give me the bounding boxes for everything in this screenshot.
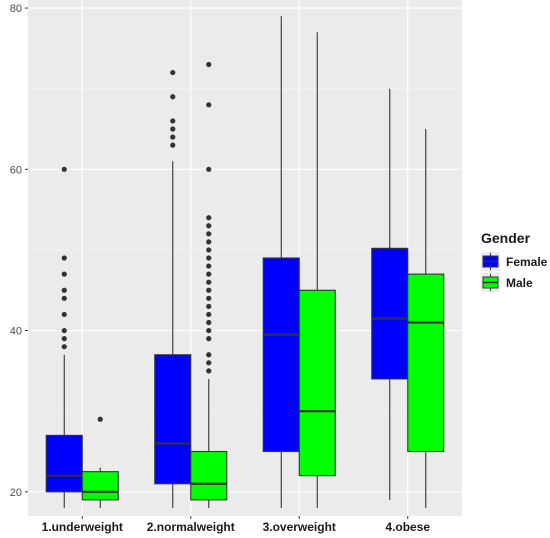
- outlier-point: [206, 352, 212, 358]
- outlier-point: [206, 271, 212, 277]
- iqr-box: [298, 289, 336, 477]
- outlier-point: [61, 344, 67, 350]
- box-female-2-normalweight: [154, 69, 192, 508]
- legend-label: Female: [506, 255, 548, 269]
- outlier-point: [61, 336, 67, 342]
- outlier-point: [61, 311, 67, 318]
- outlier-point: [170, 126, 176, 132]
- outlier-point: [61, 327, 67, 334]
- legend-item-female: Female: [481, 252, 548, 271]
- outlier-point: [61, 271, 67, 277]
- x-tick-label-2-normalweight: 2.normalweight: [147, 520, 235, 534]
- outlier-point: [206, 239, 212, 245]
- outlier-point: [206, 102, 212, 108]
- iqr-box: [262, 257, 300, 453]
- iqr-box: [154, 354, 192, 485]
- x-tick-label-1-underweight: 1.underweight: [42, 520, 123, 534]
- y-tick-label: 20: [10, 487, 22, 499]
- y-tick-label: 80: [10, 3, 22, 15]
- outlier-point: [61, 166, 67, 172]
- outlier-point: [170, 142, 176, 148]
- outlier-point: [206, 255, 212, 261]
- outlier-point: [206, 336, 212, 342]
- outlier-point: [206, 360, 212, 366]
- y-tick-label: 40: [10, 326, 22, 338]
- outlier-point: [206, 327, 212, 334]
- iqr-box: [45, 434, 83, 493]
- iqr-box: [407, 273, 445, 453]
- iqr-box: [371, 247, 409, 380]
- outlier-point: [206, 215, 212, 221]
- outlier-point: [61, 255, 67, 261]
- iqr-box: [190, 450, 228, 501]
- outlier-point: [206, 279, 212, 285]
- legend-label: Male: [506, 276, 533, 290]
- outlier-point: [206, 287, 212, 293]
- outlier-point: [206, 295, 212, 301]
- outlier-point: [206, 368, 212, 374]
- outlier-point: [61, 287, 67, 293]
- axes: 20 40 60 80 1.underweight 2.normalweight 3.ove…: [10, 3, 431, 534]
- outlier-point: [97, 416, 103, 422]
- outlier-point: [206, 319, 212, 326]
- box-male-2-normalweight: [190, 61, 228, 508]
- outlier-point: [170, 134, 176, 140]
- x-tick-label-3-overweight: 3.overweight: [263, 520, 336, 534]
- legend-item-male: Male: [481, 273, 533, 292]
- iqr-box: [81, 471, 119, 501]
- legend-title: Gender: [481, 230, 531, 246]
- box-male-1-underweight: [81, 416, 119, 508]
- outlier-point: [206, 61, 212, 68]
- outlier-point: [206, 247, 212, 253]
- outlier-point: [61, 295, 67, 301]
- y-tick-label: 60: [10, 164, 22, 176]
- outlier-point: [206, 263, 212, 269]
- outlier-point: [170, 94, 176, 100]
- box-female-3-overweight: [262, 16, 300, 508]
- outlier-point: [206, 311, 212, 318]
- x-tick-label-4-obese: 4.obese: [385, 520, 430, 534]
- box-male-3-overweight: [298, 32, 336, 508]
- box-female-1-underweight: [45, 166, 83, 508]
- outlier-point: [206, 231, 212, 237]
- legend: Gender Female Male: [481, 230, 548, 292]
- outlier-point: [170, 69, 176, 76]
- outlier-point: [170, 118, 176, 124]
- outlier-point: [206, 303, 212, 309]
- box-male-4-obese: [407, 129, 445, 508]
- box-female-4-obese: [371, 88, 409, 500]
- outlier-point: [206, 166, 212, 172]
- boxes: [45, 16, 445, 508]
- outlier-point: [206, 223, 212, 229]
